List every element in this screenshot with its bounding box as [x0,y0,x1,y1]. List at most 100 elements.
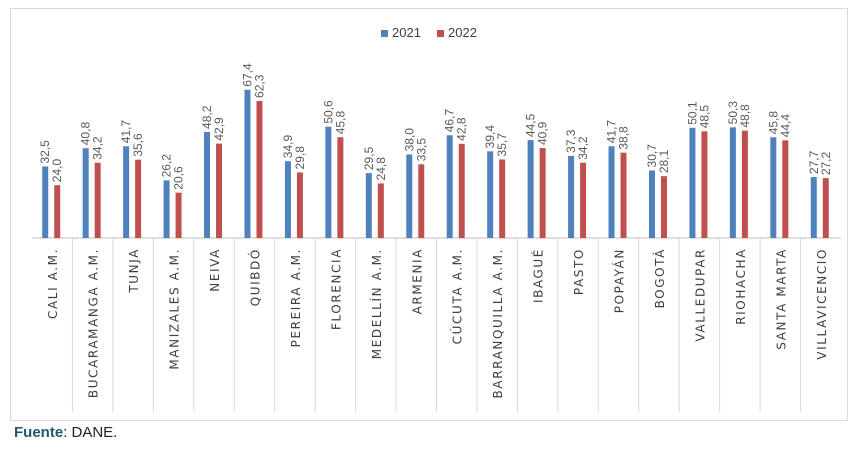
category-label: BUCARAMANGA A.M. [87,248,101,398]
bar-2022 [418,164,425,238]
data-label-2021: 48,2 [200,105,214,129]
data-label-2021: 26,2 [160,154,174,178]
bar-2022 [458,143,465,238]
data-label-2021: 30,7 [645,144,659,168]
data-label-2021: 50,3 [726,101,740,125]
data-label-2021: 50,1 [685,101,699,125]
data-label-2022: 33,5 [414,138,428,162]
bar-2022 [296,172,303,238]
bar-2022 [135,159,142,238]
category-label: CÚCUTA A.M. [450,248,465,344]
data-label-2022: 42,9 [212,117,226,141]
bar-2021 [568,155,575,238]
data-label-2021: 40,8 [79,122,93,146]
category-label: VILLAVICENCIO [815,248,829,360]
bar-2021 [527,140,534,238]
data-label-2022: 48,5 [697,105,711,129]
data-label-2021: 38,0 [402,128,416,152]
bar-2021 [204,131,211,238]
bar-2022 [337,137,344,238]
data-label-2022: 44,4 [778,114,792,138]
bar-2021 [42,166,49,238]
data-label-2022: 38,8 [617,126,631,150]
bar-2022 [539,148,546,238]
category-label: BOGOTÁ [652,248,667,308]
source-label: Fuente [14,424,64,441]
category-label: FLORENCIA [329,248,343,330]
data-label-2021: 27,7 [807,150,821,174]
category-label: MEDELLÍN A.M. [369,248,384,359]
data-label-2022: 29,8 [293,146,307,170]
data-label-2022: 35,6 [131,133,145,157]
bar-2021 [608,146,615,238]
bar-2021 [648,170,655,238]
bar-2022 [580,162,587,238]
data-label-2021: 41,7 [605,120,619,144]
bar-2021 [365,173,372,238]
data-label-2022: 34,2 [576,136,590,160]
bar-2021 [810,177,817,238]
bar-2021 [446,135,453,238]
category-label: NEIVA [208,248,222,292]
data-label-2022: 20,6 [172,166,186,190]
bar-2022 [216,143,223,238]
category-label: ARMENIA [410,248,424,314]
source-note: Fuente: DANE. [14,424,117,441]
category-label: QUIBDÓ [247,248,262,306]
bar-2022 [175,192,182,238]
data-label-2022: 40,9 [536,121,550,145]
data-label-2021: 44,5 [524,113,538,137]
data-label-2021: 32,5 [38,140,52,164]
data-label-2021: 29,5 [362,146,376,170]
bar-2022 [54,185,61,238]
data-label-2021: 41,7 [119,120,133,144]
category-label: RIOHACHA [734,248,748,325]
category-label: IBAGUÉ [531,248,546,303]
bar-2022 [620,152,627,238]
data-label-2022: 62,3 [252,74,266,98]
data-label-2022: 34,2 [91,136,105,160]
data-label-2021: 34,9 [281,135,295,159]
category-label: PEREIRA A.M. [289,248,303,347]
bar-2022 [822,178,829,238]
bar-2021 [406,154,413,238]
bar-2022 [701,131,708,238]
bar-2022 [94,162,101,238]
category-label: TUNJA [127,248,141,294]
data-label-2021: 39,4 [483,125,497,149]
data-label-2021: 37,3 [564,129,578,153]
bar-2022 [660,176,667,238]
bar-2021 [487,151,494,238]
data-label-2022: 45,8 [333,111,347,135]
legend-swatch-2022 [437,30,444,37]
data-label-2021: 46,7 [443,109,457,133]
category-label: SANTA MARTA [774,248,788,350]
bar-2021 [770,137,777,238]
data-label-2021: 50,6 [321,100,335,124]
category-label: VALLEDUPAR [693,248,707,342]
chart-frame: 2021 2022 32,5 24,0 CALI A.M. 40,8 34,2 BUCARAM… [10,8,848,421]
data-label-2022: 27,2 [819,151,833,175]
legend-label-2021: 2021 [392,25,421,40]
category-label: POPAYÁN [612,248,627,313]
bar-2022 [782,140,789,238]
category-label: BARRANQUILLA A.M. [491,248,505,398]
bar-2022 [377,183,384,238]
bar-2021 [123,146,130,238]
data-label-2022: 48,8 [738,104,752,128]
legend-label-2022: 2022 [448,25,477,40]
data-label-2022: 24,8 [374,157,388,181]
data-label-2021: 67,4 [240,63,254,87]
category-label: CALI A.M. [46,248,60,319]
source-text: : DANE. [63,424,118,441]
bar-2022 [256,100,263,238]
bar-2021 [729,127,736,238]
category-label: PASTO [572,248,586,295]
data-label-2022: 28,1 [657,149,671,173]
bar-2022 [499,159,506,238]
data-label-2022: 24,0 [50,159,64,183]
category-label: MANIZALES A.M. [168,248,182,370]
bar-2021 [689,127,696,238]
bar-2022 [741,130,748,238]
